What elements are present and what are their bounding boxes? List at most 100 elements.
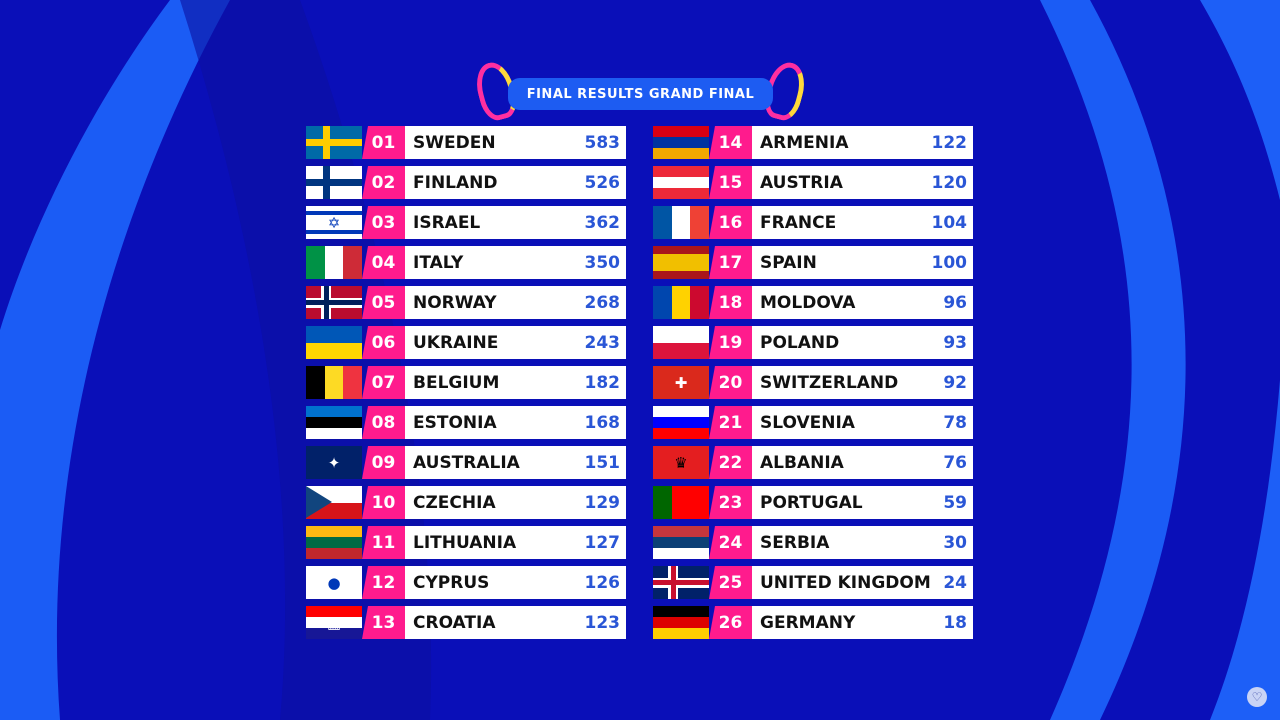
country-name: MOLDOVA <box>760 292 856 313</box>
result-row: 06 UKRAINE 243 <box>306 326 626 359</box>
result-row: 17 SPAIN 100 <box>653 246 973 279</box>
result-row: ▦ 13 CROATIA 123 <box>306 606 626 639</box>
country-name: ARMENIA <box>760 132 849 153</box>
rank: 05 <box>362 286 405 319</box>
rank: 17 <box>709 246 752 279</box>
title-banner: FINAL RESULTS GRAND FINAL <box>471 58 810 124</box>
flag-icon <box>653 166 709 199</box>
heart-icon[interactable]: ♡ <box>1247 687 1267 707</box>
rank: 26 <box>709 606 752 639</box>
rank: 04 <box>362 246 405 279</box>
rank: 20 <box>709 366 752 399</box>
country-cell: SLOVENIA 78 <box>752 406 973 439</box>
country-cell: MOLDOVA 96 <box>752 286 973 319</box>
points: 122 <box>931 132 968 153</box>
rank: 25 <box>709 566 752 599</box>
country-cell: POLAND 93 <box>752 326 973 359</box>
result-row: 18 MOLDOVA 96 <box>653 286 973 319</box>
flag-icon: ● <box>306 566 362 599</box>
country-name: AUSTRALIA <box>413 452 520 473</box>
country-name: FINLAND <box>413 172 498 193</box>
flag-icon <box>653 246 709 279</box>
country-name: ITALY <box>413 252 464 273</box>
country-name: SERBIA <box>760 532 830 553</box>
rank: 12 <box>362 566 405 599</box>
rank: 01 <box>362 126 405 159</box>
points: 151 <box>584 452 621 473</box>
result-row: ✡ 03 ISRAEL 362 <box>306 206 626 239</box>
points: 78 <box>943 412 967 433</box>
country-cell: SWITZERLAND 92 <box>752 366 973 399</box>
points: 350 <box>584 252 621 273</box>
result-row: 02 FINLAND 526 <box>306 166 626 199</box>
country-cell: CZECHIA 129 <box>405 486 626 519</box>
rank: 14 <box>709 126 752 159</box>
result-row: 25 UNITED KINGDOM 24 <box>653 566 973 599</box>
country-cell: ESTONIA 168 <box>405 406 626 439</box>
flag-icon <box>653 486 709 519</box>
country-name: SLOVENIA <box>760 412 855 433</box>
points: 129 <box>584 492 621 513</box>
country-cell: FINLAND 526 <box>405 166 626 199</box>
flag-icon <box>653 286 709 319</box>
country-name: SWITZERLAND <box>760 372 899 393</box>
result-row: 10 CZECHIA 129 <box>306 486 626 519</box>
country-cell: ITALY 350 <box>405 246 626 279</box>
flag-icon <box>306 286 362 319</box>
country-cell: ISRAEL 362 <box>405 206 626 239</box>
rank: 07 <box>362 366 405 399</box>
country-name: CYPRUS <box>413 572 490 593</box>
rank: 19 <box>709 326 752 359</box>
flag-icon <box>306 246 362 279</box>
result-row: 08 ESTONIA 168 <box>306 406 626 439</box>
points: 18 <box>943 612 967 633</box>
country-cell: UNITED KINGDOM 24 <box>752 566 973 599</box>
points: 92 <box>943 372 967 393</box>
country-cell: CYPRUS 126 <box>405 566 626 599</box>
points: 120 <box>931 172 968 193</box>
rank: 21 <box>709 406 752 439</box>
points: 526 <box>584 172 621 193</box>
country-name: ISRAEL <box>413 212 481 233</box>
country-cell: BELGIUM 182 <box>405 366 626 399</box>
country-name: POLAND <box>760 332 840 353</box>
result-row: 23 PORTUGAL 59 <box>653 486 973 519</box>
country-name: SWEDEN <box>413 132 496 153</box>
result-row: ✦ 09 AUSTRALIA 151 <box>306 446 626 479</box>
flag-icon <box>306 126 362 159</box>
country-cell: AUSTRIA 120 <box>752 166 973 199</box>
points: 100 <box>931 252 968 273</box>
result-row: ✚ 20 SWITZERLAND 92 <box>653 366 973 399</box>
flag-icon <box>306 166 362 199</box>
rank: 15 <box>709 166 752 199</box>
result-row: 11 LITHUANIA 127 <box>306 526 626 559</box>
flag-icon <box>653 606 709 639</box>
points: 24 <box>943 572 967 593</box>
points: 93 <box>943 332 967 353</box>
points: 96 <box>943 292 967 313</box>
rank: 16 <box>709 206 752 239</box>
country-cell: FRANCE 104 <box>752 206 973 239</box>
country-cell: SERBIA 30 <box>752 526 973 559</box>
flag-icon <box>306 406 362 439</box>
rank: 03 <box>362 206 405 239</box>
country-name: GERMANY <box>760 612 856 633</box>
country-name: FRANCE <box>760 212 837 233</box>
flag-icon <box>653 126 709 159</box>
rank: 06 <box>362 326 405 359</box>
flag-icon <box>306 366 362 399</box>
page-title: FINAL RESULTS GRAND FINAL <box>508 78 773 110</box>
flag-icon: ♛ <box>653 446 709 479</box>
rank: 10 <box>362 486 405 519</box>
points: 76 <box>943 452 967 473</box>
points: 30 <box>943 532 967 553</box>
country-cell: NORWAY 268 <box>405 286 626 319</box>
points: 362 <box>584 212 621 233</box>
result-row: ● 12 CYPRUS 126 <box>306 566 626 599</box>
result-row: 19 POLAND 93 <box>653 326 973 359</box>
country-cell: ARMENIA 122 <box>752 126 973 159</box>
country-cell: GERMANY 18 <box>752 606 973 639</box>
rank: 08 <box>362 406 405 439</box>
points: 59 <box>943 492 967 513</box>
